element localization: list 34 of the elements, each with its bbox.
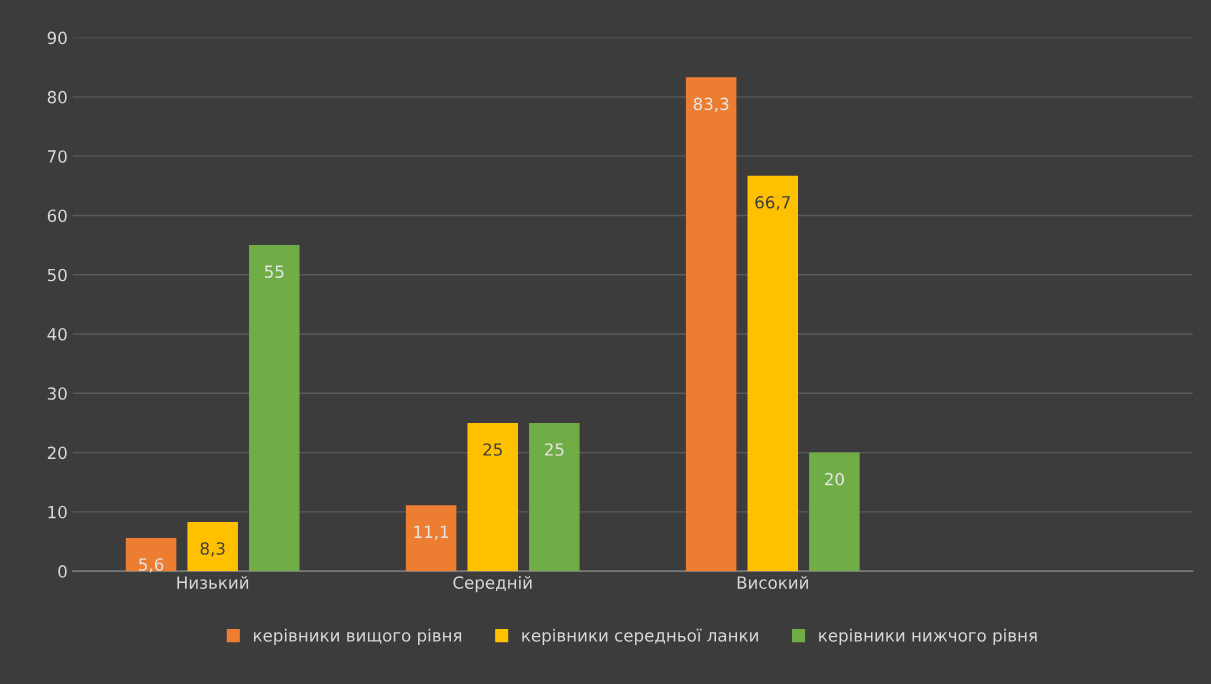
bar	[529, 422, 580, 572]
text: 25	[544, 443, 564, 456]
bar	[405, 505, 457, 572]
text: 11,1	[414, 525, 449, 540]
text: 55	[264, 265, 284, 278]
y-tick-label: 30	[47, 387, 67, 400]
legend-label: керівники нижчого рівня	[819, 628, 1037, 645]
legend-label: керівники вищого рівня	[253, 628, 462, 645]
x-tick-label: Середній	[453, 576, 532, 593]
text: 20	[825, 472, 844, 486]
y-tick-label: 40	[47, 327, 67, 341]
bar	[747, 175, 799, 572]
bar	[125, 537, 177, 572]
y-tick-label: 10	[48, 505, 67, 519]
y-tick-label: 50	[47, 268, 67, 282]
text: 5,6	[139, 558, 164, 573]
y-tick-label: 20	[47, 446, 67, 460]
bar	[467, 422, 518, 572]
y-tick-label: 60	[47, 209, 67, 223]
x-tick-label: Низький	[177, 576, 249, 589]
y-tick-label: 80	[47, 90, 67, 104]
bar	[809, 452, 860, 572]
text: 83,3	[693, 97, 729, 112]
y-tick-label: 0	[58, 565, 67, 578]
text: 25	[483, 443, 502, 456]
bar	[249, 245, 300, 572]
legend-label: керівники середньої ланки	[522, 628, 758, 645]
text: 8,3	[200, 542, 225, 557]
text: 66,7	[755, 196, 790, 211]
y-tick-label: 70	[47, 150, 67, 163]
y-tick-label: 90	[47, 31, 67, 45]
x-tick-label: Високий	[737, 576, 808, 589]
bar	[685, 77, 737, 572]
bar	[187, 521, 238, 572]
